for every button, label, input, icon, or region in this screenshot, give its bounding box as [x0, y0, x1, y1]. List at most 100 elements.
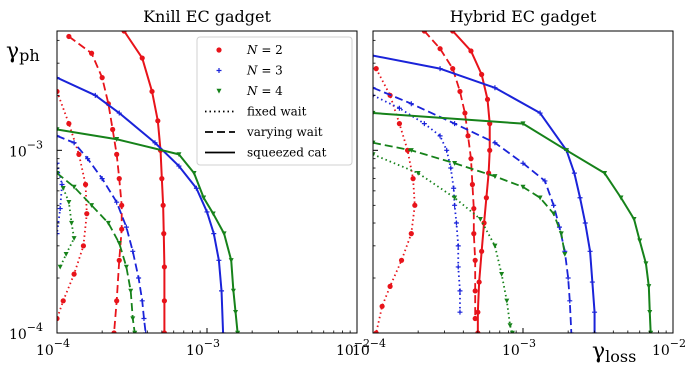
y-tick-label: 10−3 [9, 138, 43, 160]
legend-marker [216, 47, 222, 53]
data-point [136, 275, 142, 281]
data-point [89, 203, 95, 208]
data-point [216, 257, 222, 263]
data-point [373, 330, 379, 333]
series-N4-squeezed-cat-line [373, 112, 652, 333]
data-point [105, 220, 111, 226]
data-point [398, 257, 405, 263]
data-point [57, 206, 63, 212]
legend-label: N = 2 [246, 43, 283, 57]
data-point [57, 264, 63, 270]
data-point [476, 279, 482, 285]
data-point [421, 121, 427, 127]
data-point [562, 252, 568, 257]
chart-title: Knill EC gadget [143, 7, 271, 26]
data-point [492, 85, 498, 91]
data-point [457, 309, 463, 315]
data-point [221, 231, 227, 237]
data-point [121, 31, 127, 34]
data-point [452, 202, 458, 208]
series-group [57, 31, 241, 333]
data-point [484, 96, 491, 103]
data-point [123, 264, 129, 270]
data-point [507, 323, 513, 329]
data-point [60, 186, 66, 191]
data-point [71, 140, 77, 146]
chart-title: Hybrid EC gadget [450, 7, 597, 26]
data-point [160, 202, 166, 208]
legend-entry: N = 4 [216, 84, 283, 98]
data-point [373, 110, 376, 116]
legend-entry: N = 2 [216, 43, 283, 57]
data-point [452, 161, 458, 166]
data-point [582, 220, 588, 226]
data-point [85, 156, 91, 162]
data-point [568, 330, 574, 333]
data-point [415, 170, 421, 176]
data-point [123, 224, 129, 230]
data-point [219, 288, 225, 294]
data-point [452, 195, 458, 201]
data-point [647, 309, 653, 315]
data-point [558, 231, 564, 237]
data-point [472, 315, 478, 322]
data-point [408, 101, 414, 107]
data-point [211, 231, 217, 237]
data-point [475, 309, 481, 315]
data-point [477, 216, 483, 222]
data-point [176, 163, 182, 169]
legend-box [196, 36, 353, 166]
data-point [444, 147, 450, 153]
data-point [567, 298, 573, 304]
data-point [455, 243, 461, 249]
legend-entry: N = 3 [216, 64, 283, 78]
data-point [116, 257, 122, 263]
data-point [410, 176, 416, 182]
data-point [155, 118, 161, 124]
data-point [84, 211, 90, 217]
data-point [130, 248, 136, 254]
data-point [210, 211, 216, 217]
data-point [437, 46, 443, 52]
data-point [602, 170, 608, 176]
data-point [551, 202, 557, 208]
data-point [76, 151, 82, 157]
data-point [520, 184, 526, 190]
series-N2-squeezed-cat-line [451, 31, 491, 333]
y-axis-label: γph [6, 39, 40, 65]
data-point [479, 71, 485, 78]
x-axis-label: γloss [592, 339, 636, 366]
legend-entry: squeezed cat [205, 146, 327, 160]
data-point [149, 88, 155, 95]
data-point [412, 202, 418, 208]
data-point [141, 316, 147, 322]
data-point [408, 231, 414, 237]
data-point [191, 170, 197, 176]
data-point [551, 211, 557, 217]
data-point [80, 243, 87, 249]
data-point [99, 75, 105, 81]
data-point [455, 264, 461, 270]
data-point [542, 178, 548, 184]
legend-entry: varying wait [205, 125, 323, 139]
data-point [492, 140, 498, 146]
data-point [57, 133, 60, 139]
data-point [504, 298, 510, 304]
data-point [520, 160, 526, 166]
data-point [453, 220, 459, 226]
data-point [130, 316, 136, 322]
data-point [537, 110, 543, 116]
data-point [437, 66, 443, 72]
data-point [637, 238, 643, 244]
data-point [492, 243, 498, 249]
data-point [204, 209, 210, 215]
data-point [57, 88, 60, 95]
series-N3-fixed-wait-line [57, 163, 63, 234]
data-point [193, 185, 199, 191]
data-point [66, 33, 72, 40]
data-point [152, 140, 158, 146]
data-point [587, 248, 593, 254]
data-point [565, 275, 571, 281]
data-point [631, 216, 637, 222]
data-point [116, 241, 122, 246]
